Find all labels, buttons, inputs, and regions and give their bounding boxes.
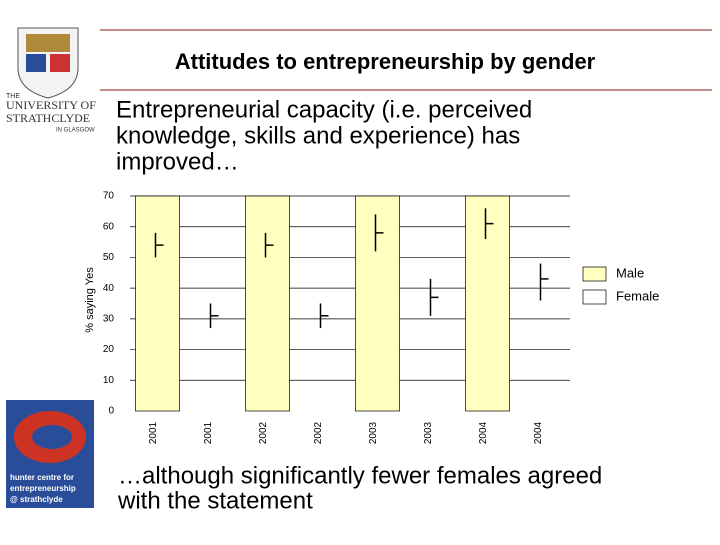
logo-mark: [32, 425, 72, 449]
y-tick-label: 0: [108, 406, 114, 417]
footer-text: with the statement: [117, 487, 313, 514]
y-tick-label: 10: [103, 375, 115, 386]
x-tick-label: 2004: [533, 421, 544, 444]
logo-text: IN GLASGOW: [56, 128, 95, 134]
logo-text: hunter centre for: [10, 473, 74, 482]
plot: 0 10 20 30 40 50 60 70 2001 2001 2002 2002 2003 2003 2…: [103, 191, 659, 444]
footer-text: …although significantly fewer females ag…: [118, 462, 602, 489]
x-tick-label: 2004: [478, 421, 489, 444]
logo-text: THE: [6, 93, 20, 100]
y-axis-label: % saying Yes: [84, 267, 96, 333]
legend-swatch: [582, 266, 607, 282]
hunter-logo: hunter centre for entrepreneurship @ str…: [6, 400, 94, 508]
body-text: knowledge, skills and experience) has: [116, 122, 520, 149]
legend-label: Female: [616, 288, 659, 303]
x-tick-label: 2003: [368, 421, 379, 444]
category-shade: [135, 195, 180, 412]
crest-left: [26, 54, 46, 72]
y-tick-label: 40: [103, 283, 115, 294]
category-shade: [245, 195, 290, 412]
logo-text: @ strathclyde: [10, 495, 63, 504]
logo-text: entrepreneurship: [10, 484, 76, 493]
y-tick-label: 50: [103, 252, 115, 263]
y-tick-label: 60: [103, 221, 115, 232]
x-tick-label: 2001: [148, 421, 159, 444]
legend-swatch: [582, 289, 607, 305]
x-tick-label: 2003: [423, 421, 434, 444]
crest-top: [26, 34, 70, 52]
slide-title: Attitudes to entrepreneurship by gender: [175, 49, 596, 74]
x-tick-label: 2002: [313, 421, 324, 444]
university-logo: THE UNIVERSITY OF STRATHCLYDE IN GLASGOW: [6, 27, 96, 134]
body-text: Entrepreneurial capacity (i.e. perceived: [116, 96, 532, 123]
logo-text: STRATHCLYDE: [6, 111, 90, 125]
y-tick-label: 30: [103, 313, 115, 324]
body-text: improved…: [116, 148, 239, 175]
legend-label: Male: [616, 265, 644, 280]
y-tick-label: 20: [103, 344, 115, 355]
crest-right: [50, 54, 70, 72]
category-shade: [355, 195, 400, 412]
category-shade: [465, 195, 510, 412]
x-tick-label: 2001: [203, 421, 214, 444]
logo-text: UNIVERSITY OF: [6, 98, 96, 112]
y-tick-label: 70: [103, 191, 115, 202]
x-tick-label: 2002: [258, 421, 269, 444]
